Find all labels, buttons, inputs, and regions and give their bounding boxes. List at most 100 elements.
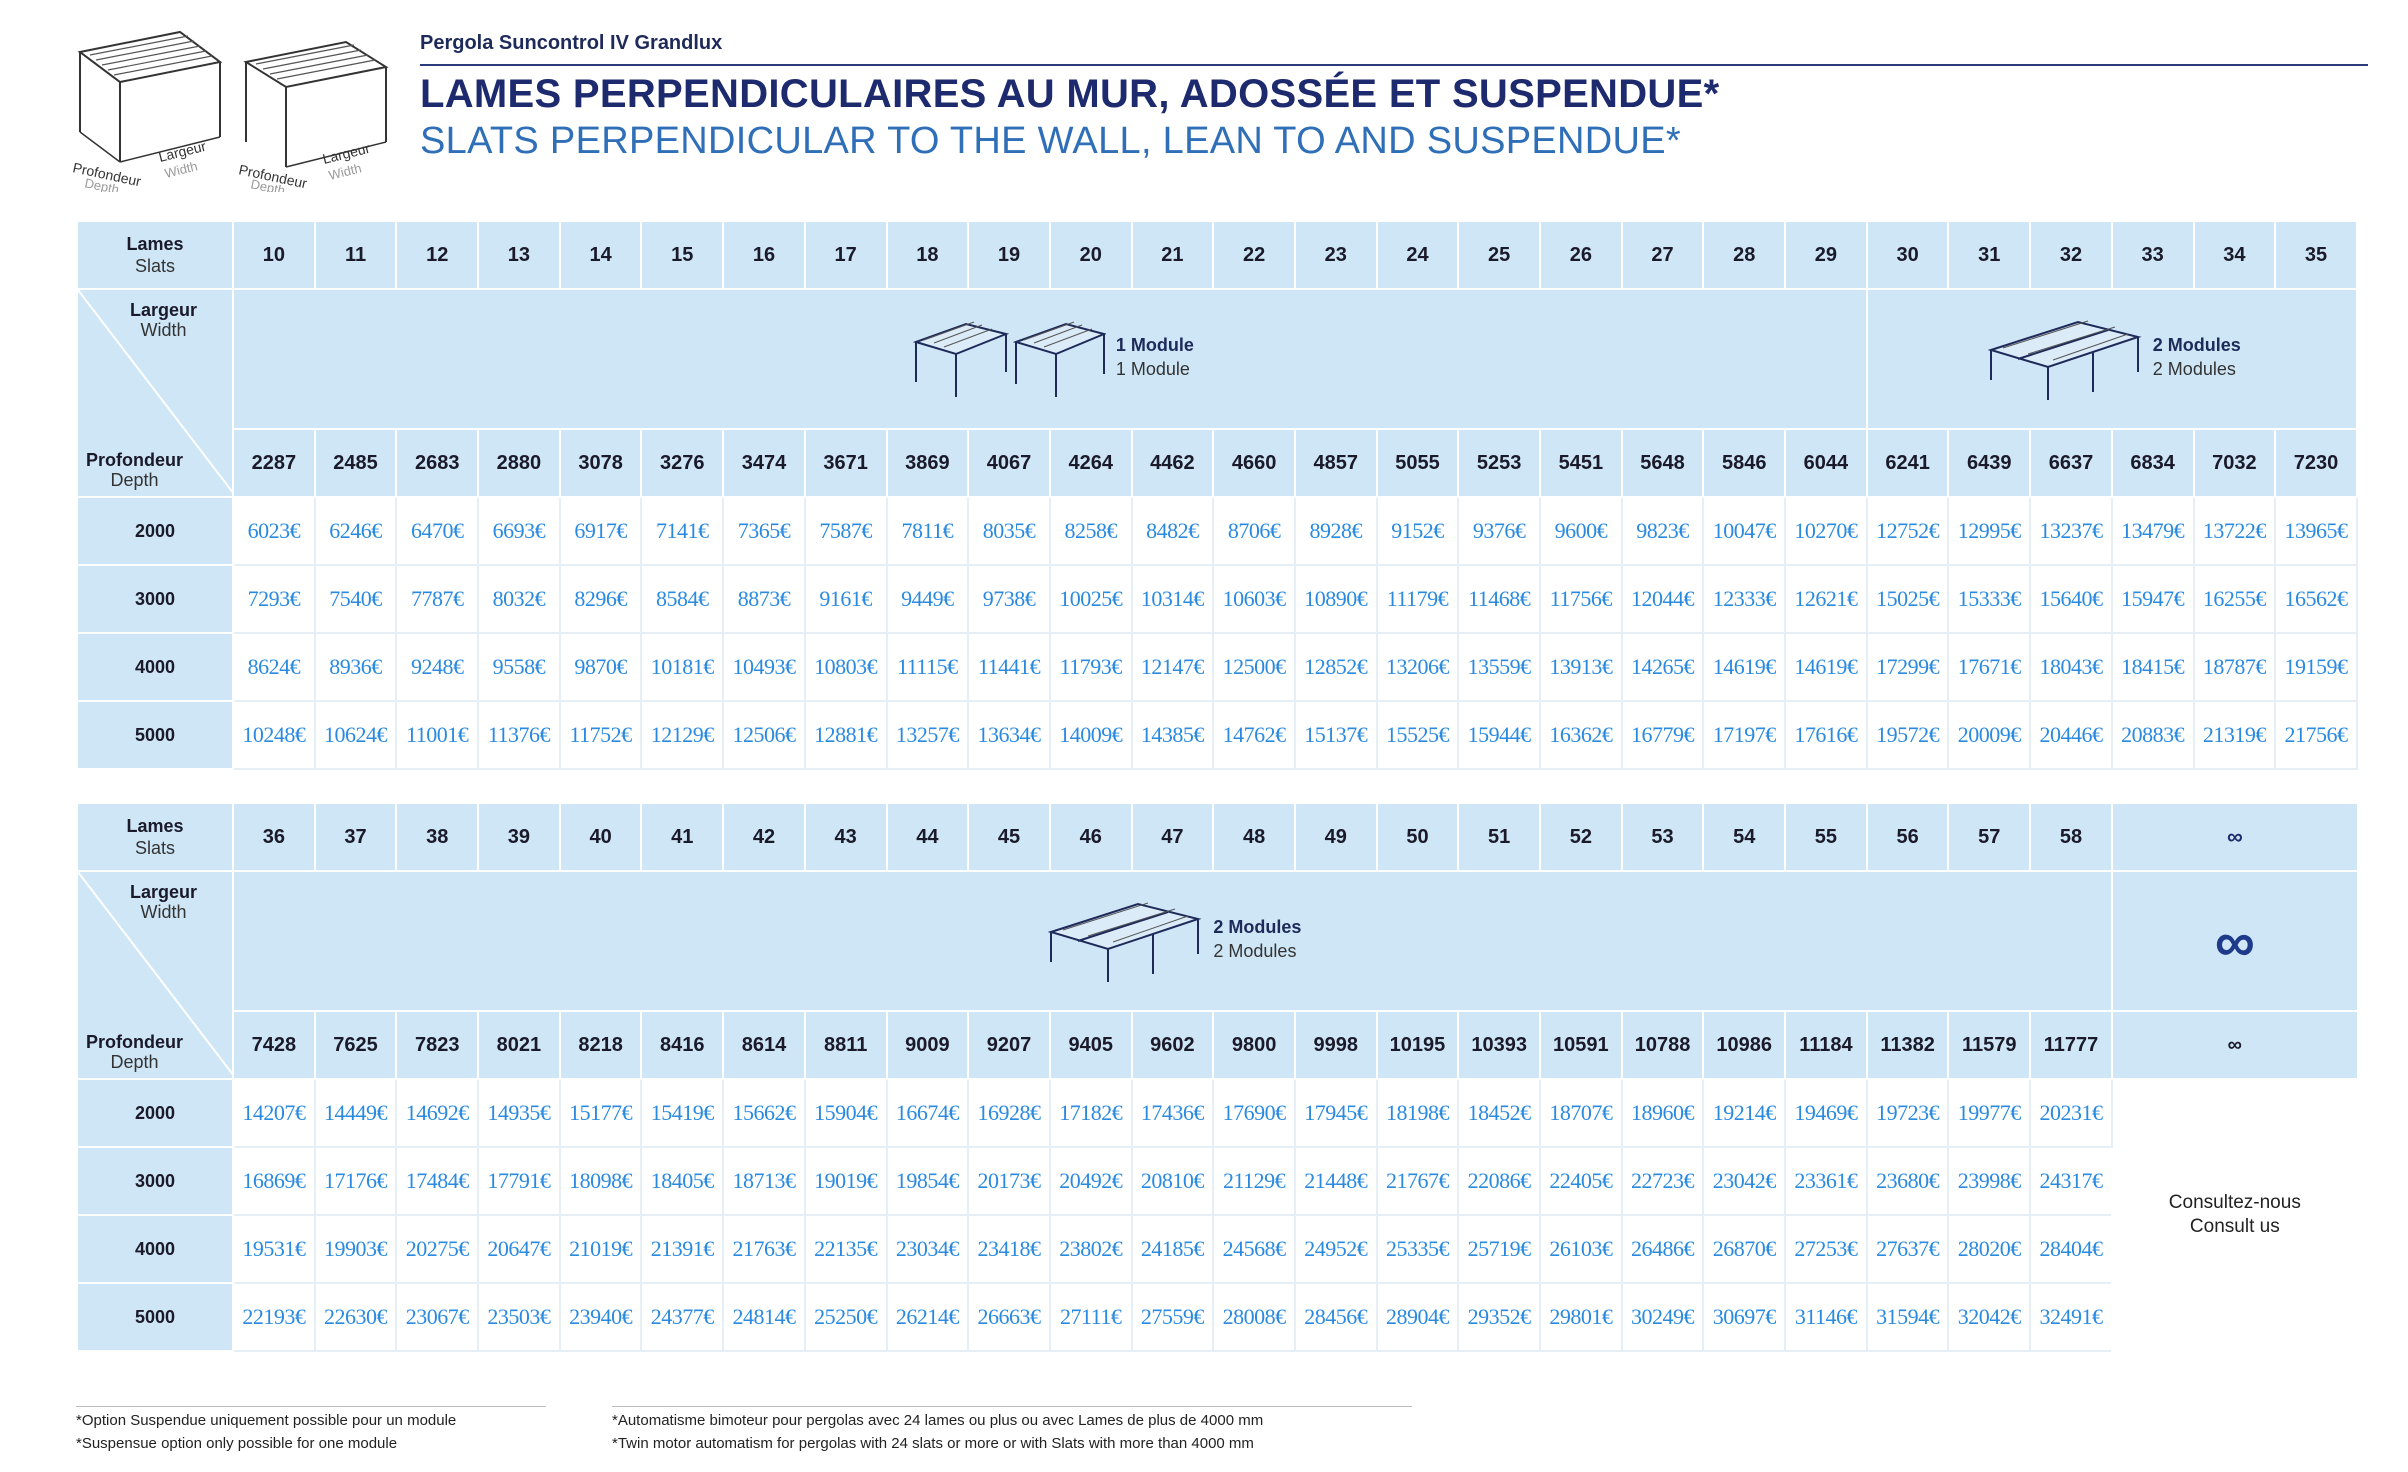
price-cell: 9558€	[477, 632, 561, 702]
axis-corner-cell: Largeur Width Profondeur Depth	[76, 288, 234, 498]
price-cell: 18198€	[1375, 1078, 1460, 1148]
price-cell: 28904€	[1375, 1282, 1460, 1352]
price-cell: 22135€	[803, 1214, 888, 1284]
price-cell: 28456€	[1293, 1282, 1378, 1352]
price-cell: 28008€	[1212, 1282, 1296, 1352]
width-value: 2287	[232, 428, 316, 498]
price-cell: 12881€	[803, 700, 888, 770]
slat-count: 37	[313, 802, 398, 872]
price-cell: 16928€	[967, 1078, 1051, 1148]
price-cell: 20173€	[967, 1146, 1051, 1216]
price-cell: 10025€	[1048, 564, 1133, 634]
price-cell: 31594€	[1865, 1282, 1950, 1352]
footnote-suspended: *Option Suspendue uniquement possible po…	[76, 1406, 546, 1455]
price-cell: 15904€	[803, 1078, 888, 1148]
price-cell: 15333€	[1947, 564, 2032, 634]
price-cell: 18415€	[2110, 632, 2195, 702]
depth-label: Profondeur	[86, 1032, 183, 1052]
slat-count: 24	[1375, 220, 1460, 290]
price-cell: 17176€	[313, 1146, 398, 1216]
price-cell: 20492€	[1048, 1146, 1133, 1216]
price-rows: 2000 14207€ 14449€ 14692€ 14935€ 15177€ 15419€…	[76, 1078, 2359, 1352]
page-header: Profondeur Depth Largeur Width Profondeu…	[0, 0, 2408, 210]
slat-count: 33	[2110, 220, 2195, 290]
price-cell: 7811€	[885, 496, 970, 566]
slat-count: 13	[477, 220, 561, 290]
axis-corner-cell: Largeur Width Profondeur Depth	[76, 870, 234, 1080]
price-cell: 11793€	[1048, 632, 1133, 702]
infinity-icon: ∞	[2110, 870, 2359, 1012]
price-cell: 21019€	[558, 1214, 643, 1284]
price-cell: 19977€	[1947, 1078, 2032, 1148]
table-row: 5000 22193€ 22630€ 23067€ 23503€ 23940€ 24377€…	[76, 1282, 2358, 1352]
slat-count: 29	[1784, 220, 1868, 290]
price-cell: 19019€	[803, 1146, 888, 1216]
width-value: 5055	[1375, 428, 1460, 498]
price-cell: 23034€	[885, 1214, 970, 1284]
price-cell: 8928€	[1293, 496, 1378, 566]
consult-us-cell: Consultez-nous Consult us	[2110, 1078, 2359, 1352]
price-cell: 12852€	[1293, 632, 1378, 702]
price-cell: 18098€	[558, 1146, 643, 1216]
price-cell: 9600€	[1539, 496, 1623, 566]
width-value: 2683	[395, 428, 480, 498]
width-value: 3276	[640, 428, 725, 498]
price-cell: 18452€	[1457, 1078, 1541, 1148]
price-cell: 30697€	[1702, 1282, 1787, 1352]
width-value: 8614	[722, 1010, 806, 1080]
slat-count: 38	[395, 802, 480, 872]
price-cell: 22630€	[313, 1282, 398, 1352]
price-cell: 23418€	[967, 1214, 1051, 1284]
price-cell: 8482€	[1130, 496, 1215, 566]
price-cell: 15640€	[2029, 564, 2113, 634]
slat-count: 42	[722, 802, 806, 872]
price-cell: 20275€	[395, 1214, 480, 1284]
width-value: 9998	[1293, 1010, 1378, 1080]
price-cell: 17436€	[1130, 1078, 1215, 1148]
price-cell: 11001€	[395, 700, 480, 770]
slat-count: 36	[232, 802, 316, 872]
price-cell: 26486€	[1620, 1214, 1705, 1284]
price-cell: 12500€	[1212, 632, 1296, 702]
width-value: 3869	[885, 428, 970, 498]
price-cell: 14207€	[232, 1078, 316, 1148]
price-cell: 15419€	[640, 1078, 725, 1148]
price-cell: 12752€	[1865, 496, 1950, 566]
price-cell: 12621€	[1784, 564, 1868, 634]
price-cell: 8584€	[640, 564, 725, 634]
slat-count: 26	[1539, 220, 1623, 290]
slat-count: 56	[1865, 802, 1950, 872]
two-modules-banner: 2 Modules 2 Modules	[1865, 288, 2358, 430]
slat-count: 49	[1293, 802, 1378, 872]
price-cell: 8624€	[232, 632, 316, 702]
slats-label: Lames Slats	[76, 220, 234, 290]
price-cell: 13965€	[2274, 496, 2358, 566]
price-cell: 19854€	[885, 1146, 970, 1216]
price-cell: 9152€	[1375, 496, 1460, 566]
price-cell: 11752€	[558, 700, 643, 770]
depth-label: Profondeur	[86, 450, 183, 470]
slat-count: 41	[640, 802, 725, 872]
price-cell: 15137€	[1293, 700, 1378, 770]
price-cell: 11756€	[1539, 564, 1623, 634]
two-modules-pergola-icon	[1987, 320, 2142, 400]
diagonal-divider	[79, 291, 231, 492]
slat-count: 43	[803, 802, 888, 872]
price-cell: 14762€	[1212, 700, 1296, 770]
price-cell: 17484€	[395, 1146, 480, 1216]
slat-count: 54	[1702, 802, 1787, 872]
infinity-slats: ∞	[2110, 802, 2359, 872]
pergola-icon: Profondeur Depth Largeur Width	[237, 40, 389, 198]
price-cell: 23042€	[1702, 1146, 1787, 1216]
price-cell: 9248€	[395, 632, 480, 702]
slat-count: 15	[640, 220, 725, 290]
price-cell: 8936€	[313, 632, 398, 702]
price-cell: 26214€	[885, 1282, 970, 1352]
price-cell: 9870€	[558, 632, 643, 702]
slat-count: 11	[313, 220, 398, 290]
price-cell: 24814€	[722, 1282, 806, 1352]
price-cell: 21319€	[2192, 700, 2277, 770]
price-cell: 19531€	[232, 1214, 316, 1284]
price-cell: 21391€	[640, 1214, 725, 1284]
price-cell: 18405€	[640, 1146, 725, 1216]
